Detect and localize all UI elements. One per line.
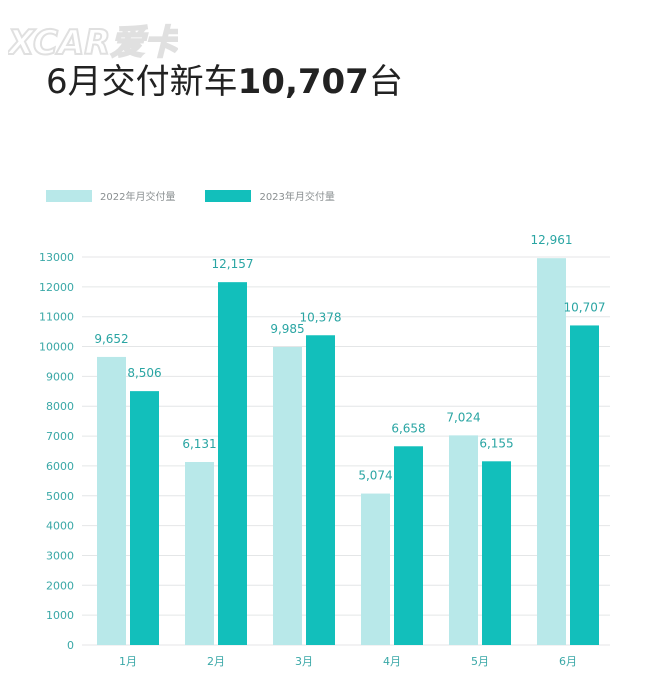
data-label: 10,378 xyxy=(300,310,342,324)
y-tick-label: 13000 xyxy=(39,251,74,264)
bar-2023 xyxy=(130,391,159,645)
y-tick-label: 11000 xyxy=(39,311,74,324)
data-label: 6,131 xyxy=(182,437,216,451)
x-tick-label: 2月 xyxy=(207,655,225,668)
y-tick-label: 4000 xyxy=(46,520,74,533)
y-tick-label: 0 xyxy=(67,639,74,652)
data-label: 12,157 xyxy=(212,257,254,271)
chart-legend: 2022年月交付量 2023年月交付量 xyxy=(46,188,365,203)
data-label: 9,652 xyxy=(94,332,128,346)
x-tick-label: 5月 xyxy=(471,655,489,668)
x-tick-label: 3月 xyxy=(295,655,313,668)
y-tick-label: 6000 xyxy=(46,460,74,473)
x-tick-label: 6月 xyxy=(559,655,577,668)
bar-2022 xyxy=(185,462,214,645)
data-label: 9,985 xyxy=(270,322,304,336)
data-label: 12,961 xyxy=(531,233,573,247)
legend-swatch-2022 xyxy=(46,189,92,202)
bar-2022 xyxy=(537,258,566,645)
bar-2022 xyxy=(449,435,478,645)
data-label: 5,074 xyxy=(358,469,392,483)
y-tick-label: 1000 xyxy=(46,609,74,622)
y-tick-label: 7000 xyxy=(46,430,74,443)
data-label: 6,155 xyxy=(479,436,513,450)
data-label: 8,506 xyxy=(127,366,161,380)
page-title: 6月交付新车10,707台 xyxy=(46,54,403,103)
legend-swatch-2023 xyxy=(205,189,252,202)
bar-2022 xyxy=(97,356,126,645)
legend-item-2022: 2022年月交付量 xyxy=(46,188,175,203)
legend-label-2023: 2023年月交付量 xyxy=(259,192,335,203)
bar-2023 xyxy=(570,325,599,645)
legend-label-2022: 2022年月交付量 xyxy=(100,192,176,203)
x-tick-label: 4月 xyxy=(383,655,401,668)
bar-2023 xyxy=(218,282,247,645)
y-tick-label: 8000 xyxy=(46,400,74,413)
watermark-logo: XCAR爱卡 xyxy=(5,20,182,68)
bar-2022 xyxy=(273,346,302,645)
y-tick-label: 3000 xyxy=(46,549,74,562)
svg-text:XCAR爱卡: XCAR爱卡 xyxy=(8,23,178,63)
y-tick-label: 5000 xyxy=(46,490,74,503)
data-label: 7,024 xyxy=(446,410,480,424)
bar-2023 xyxy=(482,461,511,645)
bar-2023 xyxy=(394,446,423,645)
title-suffix: 台 xyxy=(368,62,403,102)
title-number: 10,707 xyxy=(237,62,369,102)
data-label: 10,707 xyxy=(564,300,606,314)
title-prefix: 6月交付新车 xyxy=(46,62,238,102)
bar-2023 xyxy=(306,335,335,645)
legend-item-2023: 2023年月交付量 xyxy=(205,188,335,203)
data-label: 6,658 xyxy=(391,421,425,435)
y-tick-label: 9000 xyxy=(46,370,74,383)
y-tick-label: 2000 xyxy=(46,579,74,592)
y-tick-label: 12000 xyxy=(39,281,74,294)
bar-2022 xyxy=(361,493,390,645)
y-tick-label: 10000 xyxy=(39,341,74,354)
x-tick-label: 1月 xyxy=(119,655,137,668)
